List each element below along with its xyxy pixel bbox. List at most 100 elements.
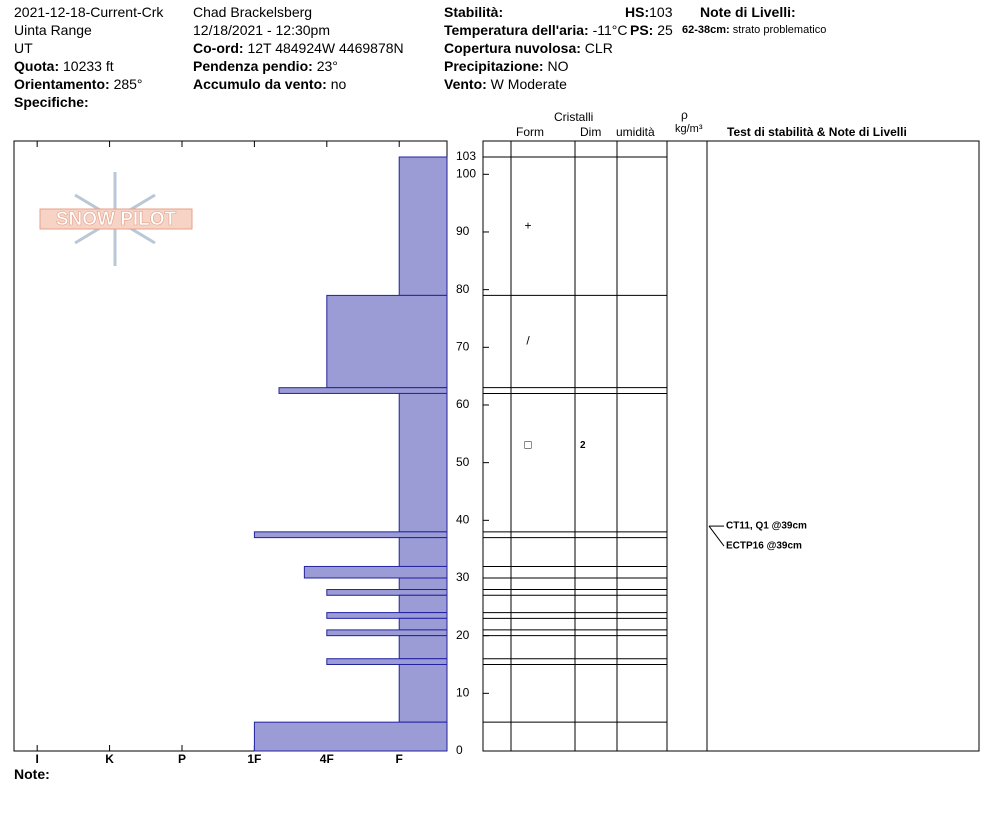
y-tick-label: 30 — [456, 570, 470, 584]
label: PS: — [630, 22, 654, 38]
grain-size: 2 — [580, 440, 586, 451]
layer-notes: Note di Livelli: — [700, 4, 796, 20]
x-tick-label: 4F — [320, 752, 334, 766]
layer-bar — [398, 392, 448, 533]
label: 62-38cm: — [682, 24, 730, 36]
y-tick-label: 60 — [456, 397, 470, 411]
col-rho: ρ — [681, 108, 688, 122]
y-tick-label: 103 — [456, 149, 476, 163]
logo-band — [39, 208, 193, 230]
layer-bar — [278, 387, 448, 394]
layer-bar — [326, 658, 448, 665]
sky: Copertura nuvolosa: CLR — [444, 40, 613, 56]
label: Copertura nuvolosa: — [444, 40, 581, 56]
label: Note: — [14, 766, 50, 782]
test-label: CT11, Q1 @39cm — [726, 521, 807, 532]
value: 103 — [649, 4, 673, 20]
y-tick-label: 10 — [456, 686, 470, 700]
value: 285° — [113, 76, 143, 92]
x-tick-label: P — [178, 752, 186, 766]
grain-frame — [482, 140, 980, 752]
value: -11°C — [592, 22, 628, 38]
layer-bar — [398, 594, 448, 614]
layer-bar — [326, 612, 448, 619]
stability: Stabilità: — [444, 4, 503, 20]
x-tick-label: K — [105, 752, 114, 766]
label: Specifiche: — [14, 94, 89, 110]
state: UT — [14, 40, 33, 56]
col-form: Form — [516, 125, 544, 139]
test-arrow — [708, 525, 725, 547]
ps: PS: 25 — [630, 22, 673, 38]
datetime: 12/18/2021 - 12:30pm — [193, 22, 330, 38]
label: Quota: — [14, 58, 60, 74]
elevation: Quota: 10233 ft — [14, 58, 114, 74]
col-crystals: Cristalli — [554, 110, 594, 124]
label: Precipitazione: — [444, 58, 544, 74]
col-density: kg/m³ — [675, 123, 703, 135]
layer-bar — [253, 531, 448, 539]
y-tick-label: 0 — [456, 743, 463, 757]
air-temp: Temperatura dell'aria: -11°C — [444, 22, 627, 38]
grain-form: □ — [524, 438, 531, 452]
test-label: ECTP16 @39cm — [726, 541, 802, 552]
value: NO — [547, 58, 569, 74]
wind-loading: Accumulo da vento: no — [193, 76, 346, 92]
value: 25 — [657, 22, 673, 38]
layer-bar — [398, 577, 448, 591]
y-tick-label: 40 — [456, 512, 470, 526]
value: 10233 ft — [63, 58, 114, 74]
x-tick-label: 1F — [247, 752, 261, 766]
layer-bar — [398, 635, 448, 660]
hs: HS:103 — [625, 4, 672, 20]
layer-bar — [326, 629, 448, 637]
y-tick-label: 80 — [456, 282, 470, 296]
observer: Chad Brackelsberg — [193, 4, 313, 20]
specifics: Specifiche: — [14, 94, 89, 110]
y-tick-label: 50 — [456, 455, 470, 469]
col-moisture: umidità — [616, 125, 655, 139]
notes: Note: — [14, 766, 50, 782]
value: W Moderate — [490, 76, 567, 92]
value: no — [330, 76, 347, 92]
label: Pendenza pendio: — [193, 58, 313, 74]
precip: Precipitazione: NO — [444, 58, 568, 74]
grain-form: + — [524, 218, 531, 232]
coord: Co-ord: 12T 484924W 4469878N — [193, 40, 404, 56]
layer-bar — [303, 565, 448, 579]
layer-bar — [326, 589, 448, 596]
value: 23° — [316, 58, 338, 74]
label: Temperatura dell'aria: — [444, 22, 589, 38]
value: CLR — [584, 40, 613, 56]
layer-bar — [326, 294, 448, 389]
col-tests: Test di stabilità & Note di Livelli — [727, 125, 907, 139]
y-tick-label: 90 — [456, 224, 470, 238]
slope: Pendenza pendio: 23° — [193, 58, 338, 74]
site: 2021-12-18-Current-Crk — [14, 4, 164, 20]
logo-text: SNOW PILOT — [56, 209, 177, 230]
layer-bar — [253, 721, 448, 752]
layer-bar — [398, 537, 448, 567]
label: Accumulo da vento: — [193, 76, 327, 92]
label: Orientamento: — [14, 76, 110, 92]
x-tick-label: F — [396, 752, 403, 766]
label: Co-ord: — [193, 40, 244, 56]
layer-bar — [398, 617, 448, 631]
col-size: Dim — [580, 125, 602, 139]
y-tick-label: 70 — [456, 339, 470, 353]
grain-form: / — [526, 334, 530, 348]
value: strato problematico — [732, 24, 827, 36]
label: HS: — [625, 4, 650, 20]
layer-note: 62-38cm: strato problematico — [682, 24, 826, 36]
label: Stabilità: — [444, 4, 504, 20]
layer-bar — [398, 156, 448, 296]
label: Note di Livelli: — [700, 4, 796, 20]
aspect: Orientamento: 285° — [14, 76, 143, 92]
value: 12T 484924W 4469878N — [247, 40, 404, 56]
layer-bar — [398, 663, 448, 723]
x-tick-label: I — [35, 752, 38, 766]
y-tick-label: 100 — [456, 166, 476, 180]
wind: Vento: W Moderate — [444, 76, 567, 92]
